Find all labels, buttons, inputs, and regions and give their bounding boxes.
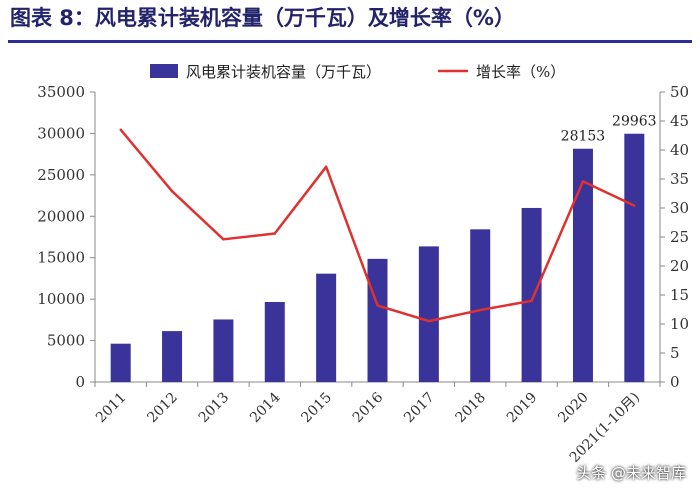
right-tick-label: 30 (670, 199, 689, 217)
data-labels: 28153 29963 (561, 114, 657, 145)
left-tick-label: 20000 (37, 207, 85, 225)
right-tick-label: 15 (670, 286, 689, 304)
bar-series (110, 133, 645, 382)
x-tick-label: 2018 (453, 390, 490, 427)
x-tick-label: 2019 (504, 390, 541, 427)
bar-data-label: 29963 (612, 114, 657, 130)
x-tick-label: 2016 (350, 389, 387, 426)
bar (572, 148, 593, 382)
right-tick-label: 20 (670, 257, 689, 275)
legend-line-label: 增长率（%） (476, 63, 565, 81)
line-point (119, 128, 122, 131)
left-tick-label: 35000 (37, 83, 85, 101)
right-tick-label: 50 (670, 83, 689, 101)
x-tick-label: 2013 (196, 390, 233, 427)
right-tick-label: 25 (670, 228, 689, 246)
left-tick-label: 25000 (37, 166, 85, 184)
right-tick-label: 5 (670, 344, 680, 362)
bar (264, 301, 285, 382)
bar (110, 343, 131, 382)
bar (521, 207, 542, 382)
bar (316, 273, 337, 382)
line-point (581, 180, 585, 183)
x-tick-label: 2015 (298, 390, 335, 427)
bar (367, 258, 388, 382)
right-tick-label: 45 (670, 112, 689, 130)
legend-bar-swatch (150, 64, 178, 78)
chart-title: 图表 8：风电累计装机容量（万千瓦）及增长率（%） (10, 6, 515, 30)
bar (470, 229, 491, 382)
right-tick-label: 0 (670, 373, 680, 391)
bar-data-label: 28153 (561, 129, 606, 145)
left-tick-label: 0 (75, 373, 85, 391)
bar (213, 319, 234, 382)
line-point (427, 319, 431, 323)
line-point (376, 304, 379, 307)
line-series (119, 128, 636, 323)
legend-bar-label: 风电累计装机容量（万千瓦） (186, 63, 381, 81)
right-tick-label: 40 (670, 141, 689, 159)
line-point (530, 299, 533, 302)
right-tick-label: 10 (670, 315, 689, 333)
watermark-text: 头条 @未来智库 (576, 464, 686, 482)
x-tick-label: 2020 (555, 390, 592, 427)
left-tick-label: 30000 (37, 124, 85, 142)
left-tick-label: 15000 (37, 249, 85, 267)
left-tick-label: 5000 (47, 332, 85, 350)
line-point (479, 308, 482, 312)
x-tick-label: 2011 (93, 390, 130, 427)
bar (162, 331, 183, 382)
x-tick-label: 2012 (144, 390, 181, 427)
line-point (222, 238, 225, 241)
legend: 风电累计装机容量（万千瓦） 增长率（%） (150, 63, 565, 81)
line-point (633, 204, 636, 207)
line-point (170, 189, 174, 193)
x-tick-label: 2014 (247, 389, 284, 426)
title-rule (8, 40, 692, 43)
x-tick-label: 2017 (401, 390, 438, 427)
bar (624, 133, 645, 382)
bar (418, 246, 439, 382)
left-tick-label: 10000 (37, 290, 85, 308)
right-tick-label: 35 (670, 170, 689, 188)
line-point (324, 165, 328, 169)
line-point (273, 232, 276, 235)
